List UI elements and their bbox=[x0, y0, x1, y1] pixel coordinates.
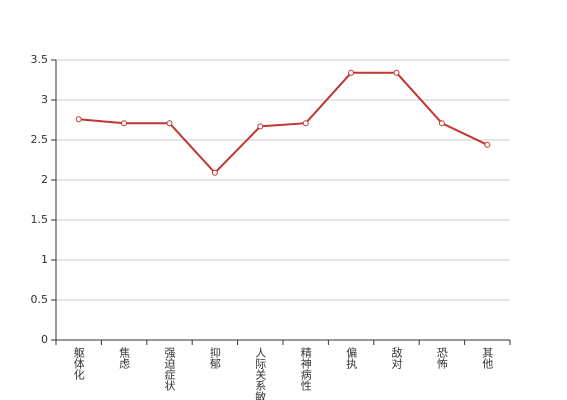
line bbox=[78, 71, 488, 175]
x-tick-label: 精神病性 bbox=[299, 347, 312, 392]
point bbox=[393, 69, 400, 76]
point bbox=[166, 120, 173, 127]
point bbox=[438, 120, 445, 127]
y-tick-label: 0 bbox=[41, 333, 48, 346]
point bbox=[121, 120, 128, 127]
y-tick-label: 1.5 bbox=[31, 213, 49, 226]
point bbox=[75, 116, 82, 123]
x-tick-label: 偏执 bbox=[345, 346, 358, 370]
y-tick-label: 3.5 bbox=[31, 53, 49, 66]
y-tick-label: 2.5 bbox=[31, 133, 49, 146]
y-tick-label: 3 bbox=[41, 93, 48, 106]
x-tick-label: 恐怖 bbox=[435, 347, 448, 369]
point bbox=[302, 120, 309, 127]
y-tick-label: 2 bbox=[41, 173, 48, 186]
point bbox=[348, 69, 355, 76]
point bbox=[484, 141, 491, 148]
y-tick-label: 0.5 bbox=[31, 293, 49, 306]
x-tick-label: 其他 bbox=[481, 347, 494, 369]
point bbox=[211, 169, 218, 176]
x-tick-label: 躯体化 bbox=[72, 347, 85, 381]
x-tick-label: 焦虑 bbox=[118, 347, 131, 369]
x-tick-label: 人际关系敏感 bbox=[254, 347, 267, 400]
x-tick-label: 强迫症状 bbox=[163, 347, 176, 391]
point bbox=[257, 123, 264, 130]
x-tick-label: 抑郁 bbox=[208, 346, 221, 369]
x-tick-label: 敌对 bbox=[390, 346, 403, 369]
y-tick-label: 1 bbox=[41, 253, 48, 266]
